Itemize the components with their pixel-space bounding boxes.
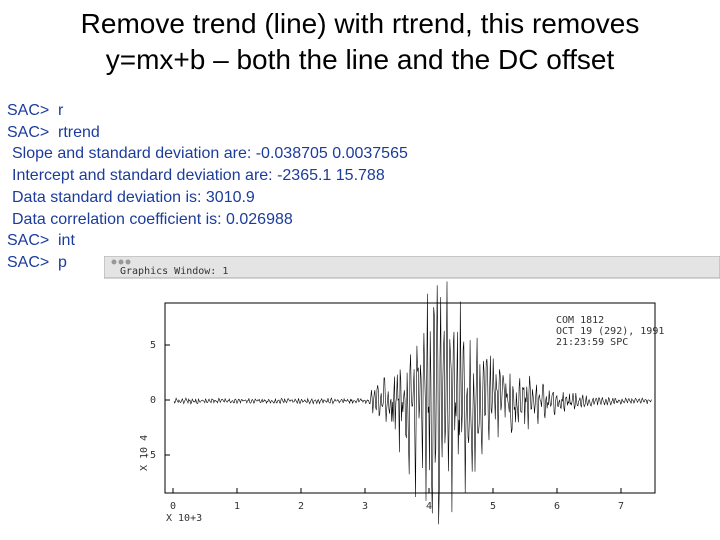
y-scale-label: X 10 4: [139, 435, 150, 471]
title-bar: [104, 256, 720, 279]
command: int: [58, 232, 75, 250]
plot-header: 21:23:59 SPC: [556, 337, 628, 348]
waveform: [173, 281, 652, 525]
plot-frame: [164, 302, 656, 494]
window-bg: [104, 256, 720, 540]
output-line: Data correlation coefficient is: 0.02698…: [12, 210, 293, 228]
output-line: Intercept and standard deviation are: -2…: [12, 167, 385, 185]
window-button: [125, 259, 131, 265]
slide-title: Remove trend (line) with rtrend, this re…: [80, 8, 640, 39]
prompt: SAC>: [7, 102, 50, 119]
x-scale-label: X 10+3: [166, 513, 202, 524]
command: r: [58, 102, 64, 119]
command: rtrend: [58, 123, 100, 141]
prompt: SAC>: [7, 123, 50, 141]
plot-header: OCT 19 (292), 1991: [556, 326, 664, 337]
y-tick-label: 5: [150, 340, 156, 351]
window-button: [118, 259, 124, 265]
prompt: SAC>: [7, 232, 50, 250]
x-tick-label: 4: [426, 501, 432, 512]
x-tick-label: 5: [490, 501, 496, 512]
slide-title: y=mx+b – both the line and the DC offset: [105, 44, 615, 75]
y-tick-label: 0: [150, 395, 156, 406]
plot-header: COM 1812: [556, 315, 604, 326]
output-line: Slope and standard deviation are: -0.038…: [12, 145, 408, 163]
prompt: SAC>: [7, 253, 50, 271]
window-button: [111, 259, 117, 265]
window-title: Graphics Window: 1: [120, 266, 228, 277]
y-tick-label: -5: [144, 450, 156, 461]
x-tick-label: 7: [618, 501, 624, 512]
command: p: [58, 253, 67, 271]
x-tick-label: 2: [298, 501, 304, 512]
x-tick-label: 1: [234, 501, 240, 512]
x-tick-label: 3: [362, 501, 368, 512]
output-line: Data standard deviation is: 3010.9: [12, 188, 255, 206]
x-tick-label: 0: [170, 501, 176, 512]
x-tick-label: 6: [554, 501, 560, 512]
